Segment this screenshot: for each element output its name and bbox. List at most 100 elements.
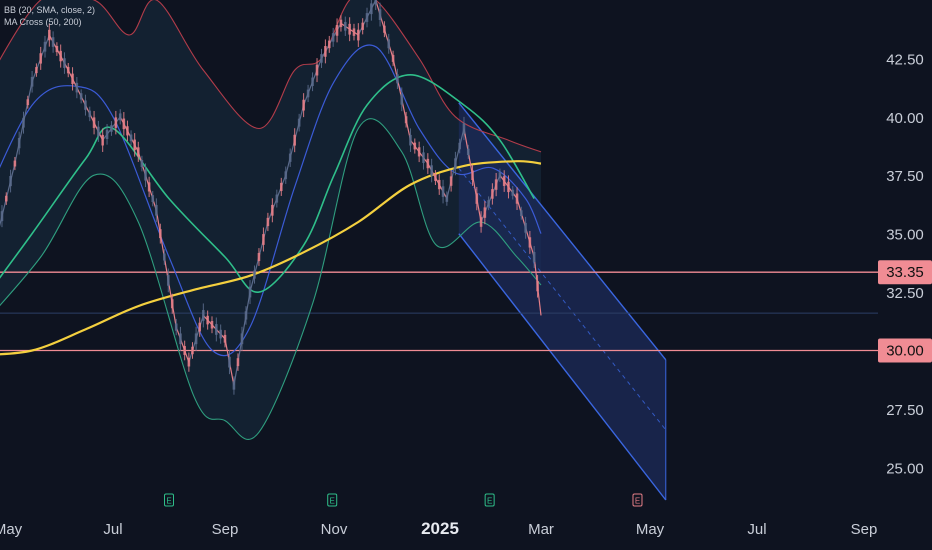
candle-body — [494, 179, 498, 190]
ma200-line[interactable] — [0, 160, 542, 356]
candle-body — [170, 299, 174, 309]
candle-body — [223, 334, 227, 343]
candle-body — [426, 158, 430, 169]
candle-body — [71, 73, 74, 85]
x-tick-label: Jul — [103, 521, 122, 538]
candle-body — [187, 357, 191, 367]
candle-body — [133, 139, 136, 151]
candle-body — [166, 275, 170, 286]
candle-body — [532, 252, 536, 262]
x-tick-label: Nov — [321, 521, 348, 538]
regression-channel-fill[interactable] — [458, 102, 666, 501]
bb-upper-line[interactable] — [0, 0, 542, 153]
candle-body — [320, 54, 323, 63]
legend-ma-cross[interactable]: MA Cross (50, 200) — [4, 17, 82, 27]
candle-body — [118, 113, 122, 121]
candle-body — [228, 356, 231, 368]
candle-body — [9, 175, 12, 187]
candle-body — [528, 237, 532, 248]
earnings-event-marker[interactable] — [164, 493, 174, 507]
candle-body — [400, 93, 404, 105]
candle-body — [63, 58, 66, 68]
regression-channel-lower[interactable] — [458, 233, 667, 501]
candle-body — [4, 195, 8, 202]
candle-body — [43, 41, 47, 52]
candle-body — [327, 40, 331, 49]
earnings-event-label: E — [487, 497, 492, 506]
candle-body — [271, 204, 274, 216]
bb-basis-line[interactable] — [0, 44, 542, 357]
candle-body — [279, 182, 283, 191]
candle-body — [92, 117, 96, 128]
candle-body — [383, 25, 386, 33]
legend-bb[interactable]: BB (20, SMA, close, 2) — [4, 5, 96, 15]
candle-body — [147, 182, 151, 192]
candle-body — [35, 67, 38, 74]
y-tick-label: 32.50 — [886, 285, 924, 302]
regression-channel-upper[interactable] — [458, 102, 667, 361]
indicator-legend[interactable]: BB (20, SMA, close, 2) MA Cross (50, 200… — [4, 4, 95, 28]
candle-body — [244, 311, 248, 320]
x-tick-label: Sep — [851, 521, 878, 538]
candle-body — [55, 45, 59, 53]
candle-body — [129, 134, 133, 142]
y-tick-label: 42.50 — [886, 51, 924, 68]
bb-lower-line[interactable] — [0, 118, 542, 440]
x-tick-label: Jul — [747, 521, 766, 538]
earnings-event-marker[interactable] — [632, 493, 643, 507]
candle-body — [275, 194, 279, 203]
candle-body — [331, 33, 335, 42]
candle-body — [262, 234, 265, 245]
candle-body — [387, 39, 391, 49]
earnings-event-marker[interactable] — [327, 493, 338, 507]
candle-body — [59, 50, 62, 62]
candle-body — [437, 179, 441, 190]
ma50-line[interactable] — [0, 74, 535, 304]
candle-body — [335, 24, 339, 36]
candle-body — [253, 270, 256, 279]
candle-body — [97, 126, 100, 137]
candle-body — [348, 23, 351, 35]
candle-body — [293, 134, 296, 146]
candle-body — [140, 160, 144, 168]
candle-body — [126, 126, 129, 136]
candle-body — [257, 253, 261, 262]
level-label-bg-0 — [878, 260, 932, 285]
candle-body — [441, 186, 445, 197]
candle-body — [413, 142, 417, 150]
candle-body — [240, 333, 244, 345]
candle-body — [66, 66, 70, 74]
earnings-event-marker[interactable] — [484, 493, 495, 507]
candle-body — [101, 134, 104, 146]
candle-body — [215, 324, 218, 335]
candle-body — [248, 286, 252, 298]
candle-body — [462, 123, 466, 134]
candle-body — [404, 116, 408, 124]
candle-body — [210, 320, 214, 329]
candle-body — [396, 74, 399, 84]
candle-body — [306, 89, 310, 98]
candle-body — [479, 217, 483, 227]
candle-body — [515, 193, 519, 204]
candle-body — [155, 204, 158, 216]
candle-body — [311, 77, 314, 86]
candle-body — [206, 315, 209, 325]
candle-body — [159, 229, 162, 239]
candle-body — [511, 189, 515, 196]
candle-body — [374, 0, 378, 5]
candle-body — [84, 100, 87, 110]
candle-body — [122, 118, 126, 130]
y-tick-label: 37.50 — [886, 168, 924, 185]
candle-body — [236, 358, 240, 367]
candle-body — [22, 117, 25, 128]
candle-body — [75, 82, 79, 93]
x-tick-label: May — [636, 521, 665, 538]
candle-body — [449, 176, 453, 186]
candle-body — [339, 19, 343, 28]
bb-band-fill — [0, 0, 541, 440]
x-tick-label: May — [0, 521, 23, 538]
y-tick-label: 40.00 — [886, 110, 924, 127]
candle-body — [378, 9, 382, 20]
candle-body — [144, 169, 147, 181]
